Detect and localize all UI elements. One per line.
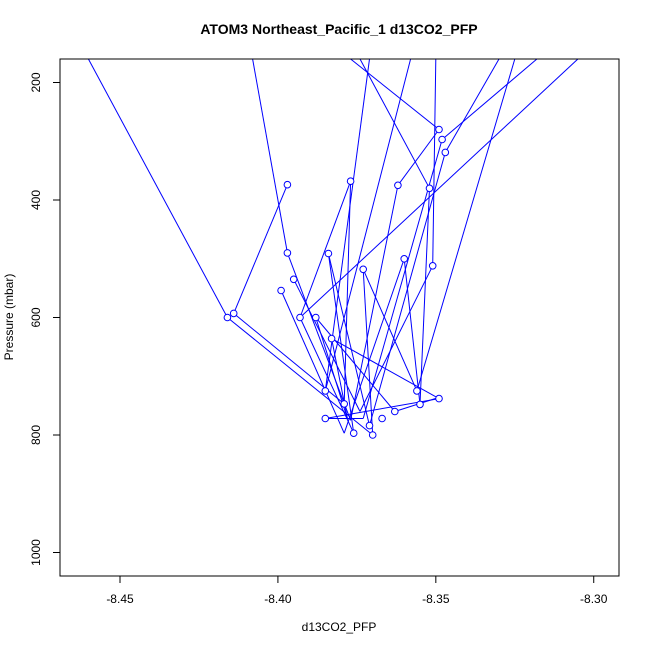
y-axis-label: Pressure (mbar) xyxy=(2,274,16,361)
data-point-24 xyxy=(391,407,399,416)
y-tick-label-3: 800 xyxy=(29,425,43,445)
series-line-12 xyxy=(343,181,352,404)
x-tick-label-0: -8.45 xyxy=(106,592,134,606)
data-point-1 xyxy=(438,135,446,144)
chart-title: ATOM3 Northeast_Pacific_1 d13CO2_PFP xyxy=(200,21,477,37)
series-line-3 xyxy=(362,269,418,392)
series-line-6 xyxy=(286,252,352,421)
data-point-14 xyxy=(229,309,238,318)
plot-points xyxy=(223,125,450,439)
data-point-11 xyxy=(359,265,368,274)
plot-lines xyxy=(87,58,579,436)
series-line-38 xyxy=(299,58,579,318)
data-point-26 xyxy=(378,414,386,423)
data-point-19 xyxy=(413,387,421,395)
data-point-25 xyxy=(321,414,330,423)
data-point-16 xyxy=(296,313,304,322)
series-line-16 xyxy=(327,253,370,426)
data-point-21 xyxy=(435,394,443,403)
data-point-15 xyxy=(223,313,232,322)
x-tick-label-2: -8.35 xyxy=(422,592,450,606)
series-line-10 xyxy=(233,184,288,314)
data-point-5 xyxy=(346,177,355,185)
plot-frame xyxy=(59,58,620,577)
series-line-28 xyxy=(432,58,437,266)
series-line-24 xyxy=(419,188,430,405)
data-point-20 xyxy=(321,387,330,395)
series-line-36 xyxy=(315,317,396,412)
data-point-29 xyxy=(368,431,377,439)
series-line-13 xyxy=(299,181,352,318)
data-point-0 xyxy=(435,125,443,134)
data-point-23 xyxy=(340,400,349,408)
y-tick-label-4: 1000 xyxy=(29,539,43,566)
data-point-7 xyxy=(283,249,292,257)
series-line-8 xyxy=(397,129,440,186)
data-point-27 xyxy=(365,421,374,430)
y-tick-label-0: 200 xyxy=(29,72,43,92)
y-axis: 200 400 600 800 1000 xyxy=(29,72,60,566)
data-point-22 xyxy=(416,400,424,409)
series-line-2 xyxy=(362,269,374,436)
series-line-4 xyxy=(416,58,516,392)
data-point-2 xyxy=(441,148,450,157)
data-point-13 xyxy=(277,286,285,295)
series-line-18 xyxy=(444,58,500,153)
series-line-25 xyxy=(359,58,430,189)
series-line-9 xyxy=(350,58,440,130)
data-point-17 xyxy=(312,313,320,322)
data-point-8 xyxy=(324,249,333,258)
series-line-31 xyxy=(331,338,440,400)
series-line-26 xyxy=(293,279,361,412)
series-line-0 xyxy=(87,58,228,318)
series-line-20 xyxy=(324,58,412,392)
series-line-23 xyxy=(403,258,421,405)
y-tick-label-2: 600 xyxy=(29,307,43,327)
data-point-3 xyxy=(283,180,292,189)
y-tick-label-1: 400 xyxy=(29,190,43,210)
series-line-34 xyxy=(362,139,443,419)
data-point-9 xyxy=(400,254,409,263)
data-point-4 xyxy=(394,181,402,190)
x-tick-label-3: -8.30 xyxy=(580,592,608,606)
x-axis-label: d13CO2_PFP xyxy=(302,620,377,634)
series-line-22 xyxy=(343,258,405,434)
series-line-14 xyxy=(299,317,355,434)
series-line-21 xyxy=(280,290,345,434)
series-line-35 xyxy=(441,58,538,140)
x-tick-label-1: -8.40 xyxy=(264,592,292,606)
data-point-10 xyxy=(428,262,437,270)
series-line-5 xyxy=(252,58,288,253)
data-point-6 xyxy=(425,184,434,193)
x-axis: -8.45 -8.40 -8.35 -8.30 xyxy=(106,576,608,606)
data-point-12 xyxy=(289,275,298,284)
data-point-18 xyxy=(327,334,336,343)
series-line-7 xyxy=(350,185,399,421)
data-point-28 xyxy=(349,429,358,438)
